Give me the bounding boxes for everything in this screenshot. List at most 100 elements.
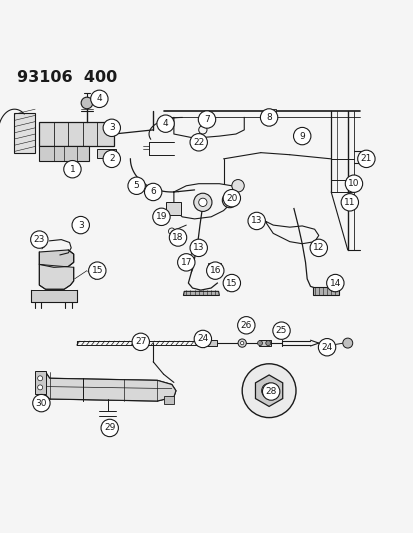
Circle shape — [344, 175, 362, 192]
Polygon shape — [39, 250, 74, 268]
Bar — [265, 109, 275, 115]
Text: 18: 18 — [172, 233, 183, 242]
Circle shape — [103, 119, 120, 136]
Text: 16: 16 — [209, 266, 221, 275]
Circle shape — [247, 212, 265, 230]
Circle shape — [81, 97, 93, 109]
Circle shape — [169, 229, 186, 246]
Circle shape — [38, 376, 43, 381]
Circle shape — [152, 208, 170, 225]
Circle shape — [177, 254, 195, 271]
Text: 15: 15 — [91, 266, 103, 275]
Text: 15: 15 — [225, 279, 237, 288]
Circle shape — [198, 198, 206, 206]
Circle shape — [101, 419, 118, 437]
Circle shape — [194, 330, 211, 348]
Circle shape — [242, 364, 295, 418]
Text: 23: 23 — [33, 235, 45, 244]
Circle shape — [342, 338, 352, 348]
Polygon shape — [31, 290, 76, 302]
Text: 13: 13 — [192, 244, 204, 252]
Circle shape — [203, 341, 208, 345]
Circle shape — [64, 160, 81, 178]
Bar — [204, 340, 216, 346]
Text: 29: 29 — [104, 423, 115, 432]
Text: 93106  400: 93106 400 — [17, 70, 116, 85]
Circle shape — [90, 90, 108, 108]
Text: 22: 22 — [192, 138, 204, 147]
Text: 2: 2 — [109, 155, 114, 163]
Text: 13: 13 — [250, 216, 262, 225]
Text: 3: 3 — [109, 123, 114, 132]
Circle shape — [231, 180, 244, 192]
Text: 7: 7 — [204, 115, 209, 124]
Circle shape — [38, 385, 43, 390]
Circle shape — [293, 127, 310, 145]
Circle shape — [237, 339, 246, 347]
Circle shape — [193, 193, 211, 212]
Bar — [39, 147, 89, 161]
Circle shape — [226, 197, 233, 204]
Circle shape — [261, 383, 276, 398]
Circle shape — [198, 111, 215, 128]
Circle shape — [33, 394, 50, 412]
Text: 6: 6 — [150, 188, 156, 197]
Circle shape — [190, 239, 207, 256]
Circle shape — [326, 274, 343, 292]
Circle shape — [272, 322, 290, 340]
Circle shape — [31, 231, 48, 248]
Circle shape — [260, 109, 277, 126]
Circle shape — [257, 341, 262, 345]
Circle shape — [144, 183, 161, 200]
Polygon shape — [183, 292, 219, 295]
Polygon shape — [43, 372, 176, 401]
Text: 21: 21 — [360, 155, 371, 163]
Circle shape — [237, 317, 254, 334]
Text: 26: 26 — [240, 321, 252, 330]
Polygon shape — [39, 264, 74, 289]
Circle shape — [128, 177, 145, 195]
Circle shape — [223, 190, 240, 207]
Bar — [35, 372, 45, 394]
Bar — [14, 114, 35, 152]
Text: 8: 8 — [266, 113, 271, 122]
Text: 11: 11 — [343, 198, 355, 207]
Text: 17: 17 — [180, 258, 192, 267]
Circle shape — [88, 262, 106, 279]
Polygon shape — [255, 375, 282, 407]
Text: 3: 3 — [78, 221, 83, 230]
Circle shape — [222, 193, 237, 208]
Text: 27: 27 — [135, 337, 146, 346]
Circle shape — [223, 274, 240, 292]
Text: 25: 25 — [275, 326, 287, 335]
Text: 10: 10 — [347, 179, 359, 188]
Text: 4: 4 — [96, 94, 102, 103]
Bar — [165, 203, 181, 215]
Bar — [208, 263, 220, 271]
Text: 30: 30 — [36, 399, 47, 408]
Text: 24: 24 — [197, 334, 208, 343]
Circle shape — [157, 115, 174, 132]
Circle shape — [240, 342, 243, 345]
Text: 24: 24 — [320, 343, 332, 352]
Bar — [97, 149, 116, 158]
Text: 1: 1 — [69, 165, 75, 174]
Text: 9: 9 — [299, 132, 304, 141]
Text: 20: 20 — [225, 193, 237, 203]
Circle shape — [103, 150, 120, 167]
Bar — [258, 340, 271, 346]
Circle shape — [206, 262, 223, 279]
Circle shape — [72, 216, 89, 234]
Circle shape — [190, 134, 207, 151]
Circle shape — [357, 150, 374, 167]
Text: 28: 28 — [265, 387, 276, 396]
Text: 5: 5 — [133, 181, 139, 190]
Text: 14: 14 — [329, 279, 340, 288]
Text: 4: 4 — [162, 119, 168, 128]
Circle shape — [340, 193, 358, 211]
Circle shape — [318, 338, 335, 356]
Circle shape — [265, 341, 270, 345]
Bar — [312, 287, 339, 295]
Circle shape — [309, 239, 327, 256]
Bar — [163, 397, 173, 404]
